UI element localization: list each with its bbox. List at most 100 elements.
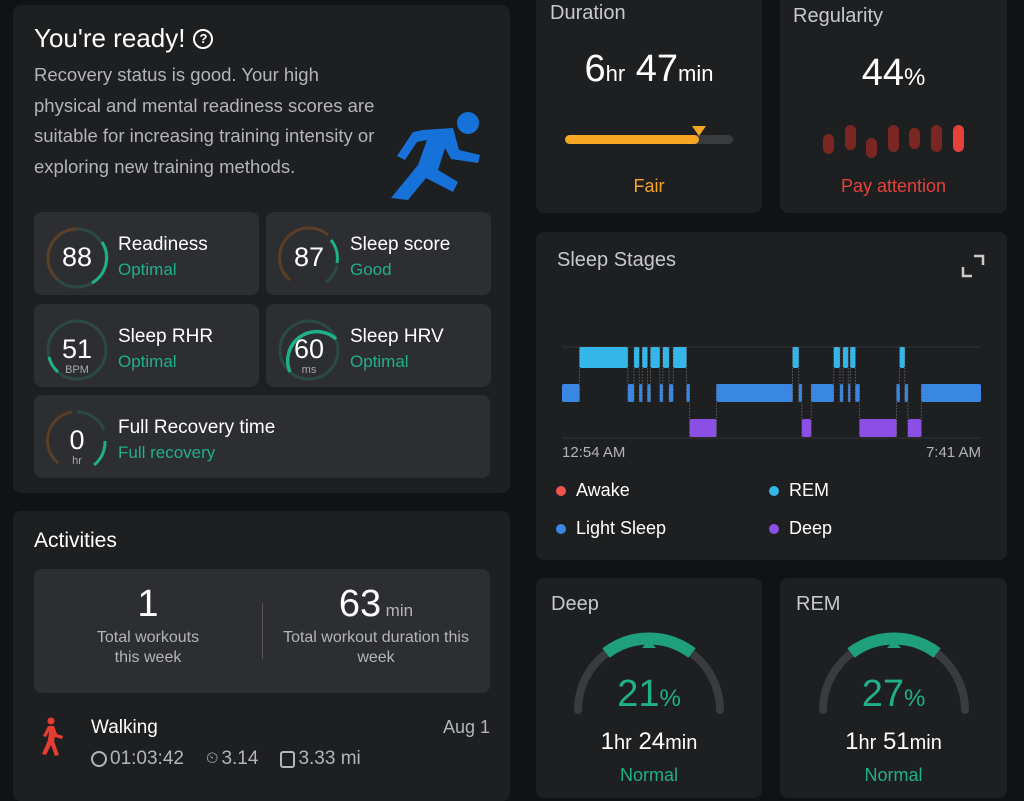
readiness-title: You're ready! ? <box>34 23 214 54</box>
legend-light-label: Light Sleep <box>576 518 667 538</box>
chart-start-label: 12:54 AM <box>562 444 626 461</box>
stage-segment-light-sleep <box>716 384 793 402</box>
stage-segment-light-sleep <box>904 384 908 402</box>
regularity-title: Regularity <box>793 5 884 27</box>
deep-percent: 21% <box>536 673 762 716</box>
metric-sleep-rhr[interactable]: 51 BPM Sleep RHR Optimal <box>34 304 259 387</box>
duration-card[interactable]: Duration 6hr 47min Fair <box>536 0 762 213</box>
activities-summary: 1 Total workouts this week 63 min Total … <box>34 569 490 693</box>
stage-segment-deep <box>689 419 717 437</box>
stage-segment-light-sleep <box>686 384 690 402</box>
activity-pace: 3.14 <box>221 748 259 769</box>
deep-min-unit: min <box>665 732 698 754</box>
metric-sleep-score[interactable]: 87 Sleep score Good <box>266 212 491 295</box>
deep-marker-icon <box>642 640 656 648</box>
recovery-label: Full Recovery time <box>118 417 276 438</box>
stage-segment-rem <box>662 347 670 368</box>
metric-sleep-hrv[interactable]: 60 ms Sleep HRV Optimal <box>266 304 491 387</box>
duration-minutes: 47 <box>635 48 679 90</box>
summary-divider <box>262 603 263 659</box>
stage-segment-light-sleep <box>798 384 802 402</box>
stage-segment-deep <box>907 419 922 437</box>
duration-title: Duration <box>550 2 626 24</box>
sleep-hrv-value: 60 <box>293 334 325 364</box>
regularity-bar <box>866 138 877 158</box>
sleep-score-value: 87 <box>293 242 325 272</box>
readiness-status: Optimal <box>118 260 177 279</box>
stage-segment-rem <box>634 347 640 368</box>
regularity-value: 44% <box>780 52 1007 95</box>
readiness-title-text: You're ready! <box>34 23 186 53</box>
stage-segment-light-sleep <box>896 384 900 402</box>
deep-title: Deep <box>551 593 599 615</box>
sleep-rhr-unit: BPM <box>65 364 89 376</box>
rem-minutes: 51 <box>882 728 910 755</box>
deep-hr-unit: hr <box>613 732 632 754</box>
activity-stats: 01:03:42 ⏲ 3.14 3.33 mi <box>91 748 361 770</box>
stage-segment-rem <box>642 347 648 368</box>
light-dot <box>556 523 566 534</box>
stage-segment-rem <box>899 347 905 368</box>
metric-full-recovery[interactable]: 0 hr Full Recovery time Full recovery <box>34 395 490 478</box>
stage-segment-light-sleep <box>855 384 860 402</box>
stage-segment-light-sleep <box>659 384 663 402</box>
deep-percent-value: 21 <box>617 673 660 715</box>
rem-min-unit: min <box>909 732 942 754</box>
duration-bar-fill <box>565 135 700 144</box>
sleep-hrv-ring <box>278 319 340 381</box>
expand-icon[interactable] <box>961 254 985 278</box>
duration-hours: 6 <box>584 48 606 90</box>
readiness-ring <box>46 227 109 289</box>
sleep-rhr-ring <box>46 319 108 381</box>
rem-hours: 1 <box>845 728 859 755</box>
stage-segment-rem <box>673 347 687 368</box>
road-icon <box>280 750 296 768</box>
rem-percent-value: 27 <box>861 673 904 715</box>
stage-segment-light-sleep <box>811 384 834 402</box>
legend-awake-label: Awake <box>576 480 630 500</box>
legend-awake: Awake <box>556 480 630 501</box>
rem-gauge <box>819 632 969 714</box>
duration-marker-icon <box>692 126 707 136</box>
clock-icon <box>91 751 107 767</box>
total-workouts: 1 Total workouts this week <box>34 583 262 668</box>
regularity-bar <box>845 125 856 150</box>
regularity-number: 44 <box>861 52 904 94</box>
sleep-stages-chart <box>562 346 981 439</box>
legend-deep: Deep <box>769 518 832 539</box>
deep-dot <box>769 523 779 534</box>
question-circle-icon[interactable]: ? <box>193 28 214 49</box>
total-duration-value: 63 <box>338 583 382 625</box>
stage-segment-deep <box>859 419 897 437</box>
readiness-card: You're ready! ? Recovery status is good.… <box>13 5 510 493</box>
regularity-card[interactable]: Regularity 44% Pay attention <box>780 0 1007 213</box>
regularity-bar <box>909 128 920 149</box>
recovery-ring <box>46 410 107 467</box>
stage-segment-rem <box>650 347 660 368</box>
rem-hr-unit: hr <box>858 732 877 754</box>
rem-percent: 27% <box>780 673 1007 716</box>
rem-card[interactable]: REM 27% 1hr 51min Normal <box>780 578 1007 798</box>
rem-marker-icon <box>887 640 901 648</box>
deep-card[interactable]: Deep 21% 1hr 24min Normal <box>536 578 762 798</box>
rem-dot <box>769 485 779 496</box>
recovery-unit: hr <box>72 455 82 467</box>
duration-value: 6hr 47min <box>536 48 762 91</box>
regularity-bar <box>931 125 942 152</box>
sleep-score-ring <box>278 226 339 284</box>
recovery-status: Full recovery <box>118 443 216 462</box>
stage-segment-light-sleep <box>921 384 981 402</box>
metric-readiness[interactable]: 88 Readiness Optimal <box>34 212 259 295</box>
regularity-bar <box>953 125 964 152</box>
deep-gauge <box>574 632 724 714</box>
stage-segment-light-sleep <box>639 384 643 402</box>
stage-segment-light-sleep <box>647 384 651 402</box>
activity-item[interactable]: Walking Aug 1 01:03:42 ⏲ 3.14 3.33 mi <box>34 711 490 781</box>
sleep-rhr-status: Optimal <box>118 352 177 371</box>
sleep-score-status: Good <box>350 260 392 279</box>
awake-dot <box>556 485 566 496</box>
rem-time: 1hr 51min <box>780 728 1007 756</box>
deep-hours: 1 <box>600 728 614 755</box>
stage-segment-light-sleep <box>839 384 844 402</box>
deep-minutes: 24 <box>638 728 666 755</box>
